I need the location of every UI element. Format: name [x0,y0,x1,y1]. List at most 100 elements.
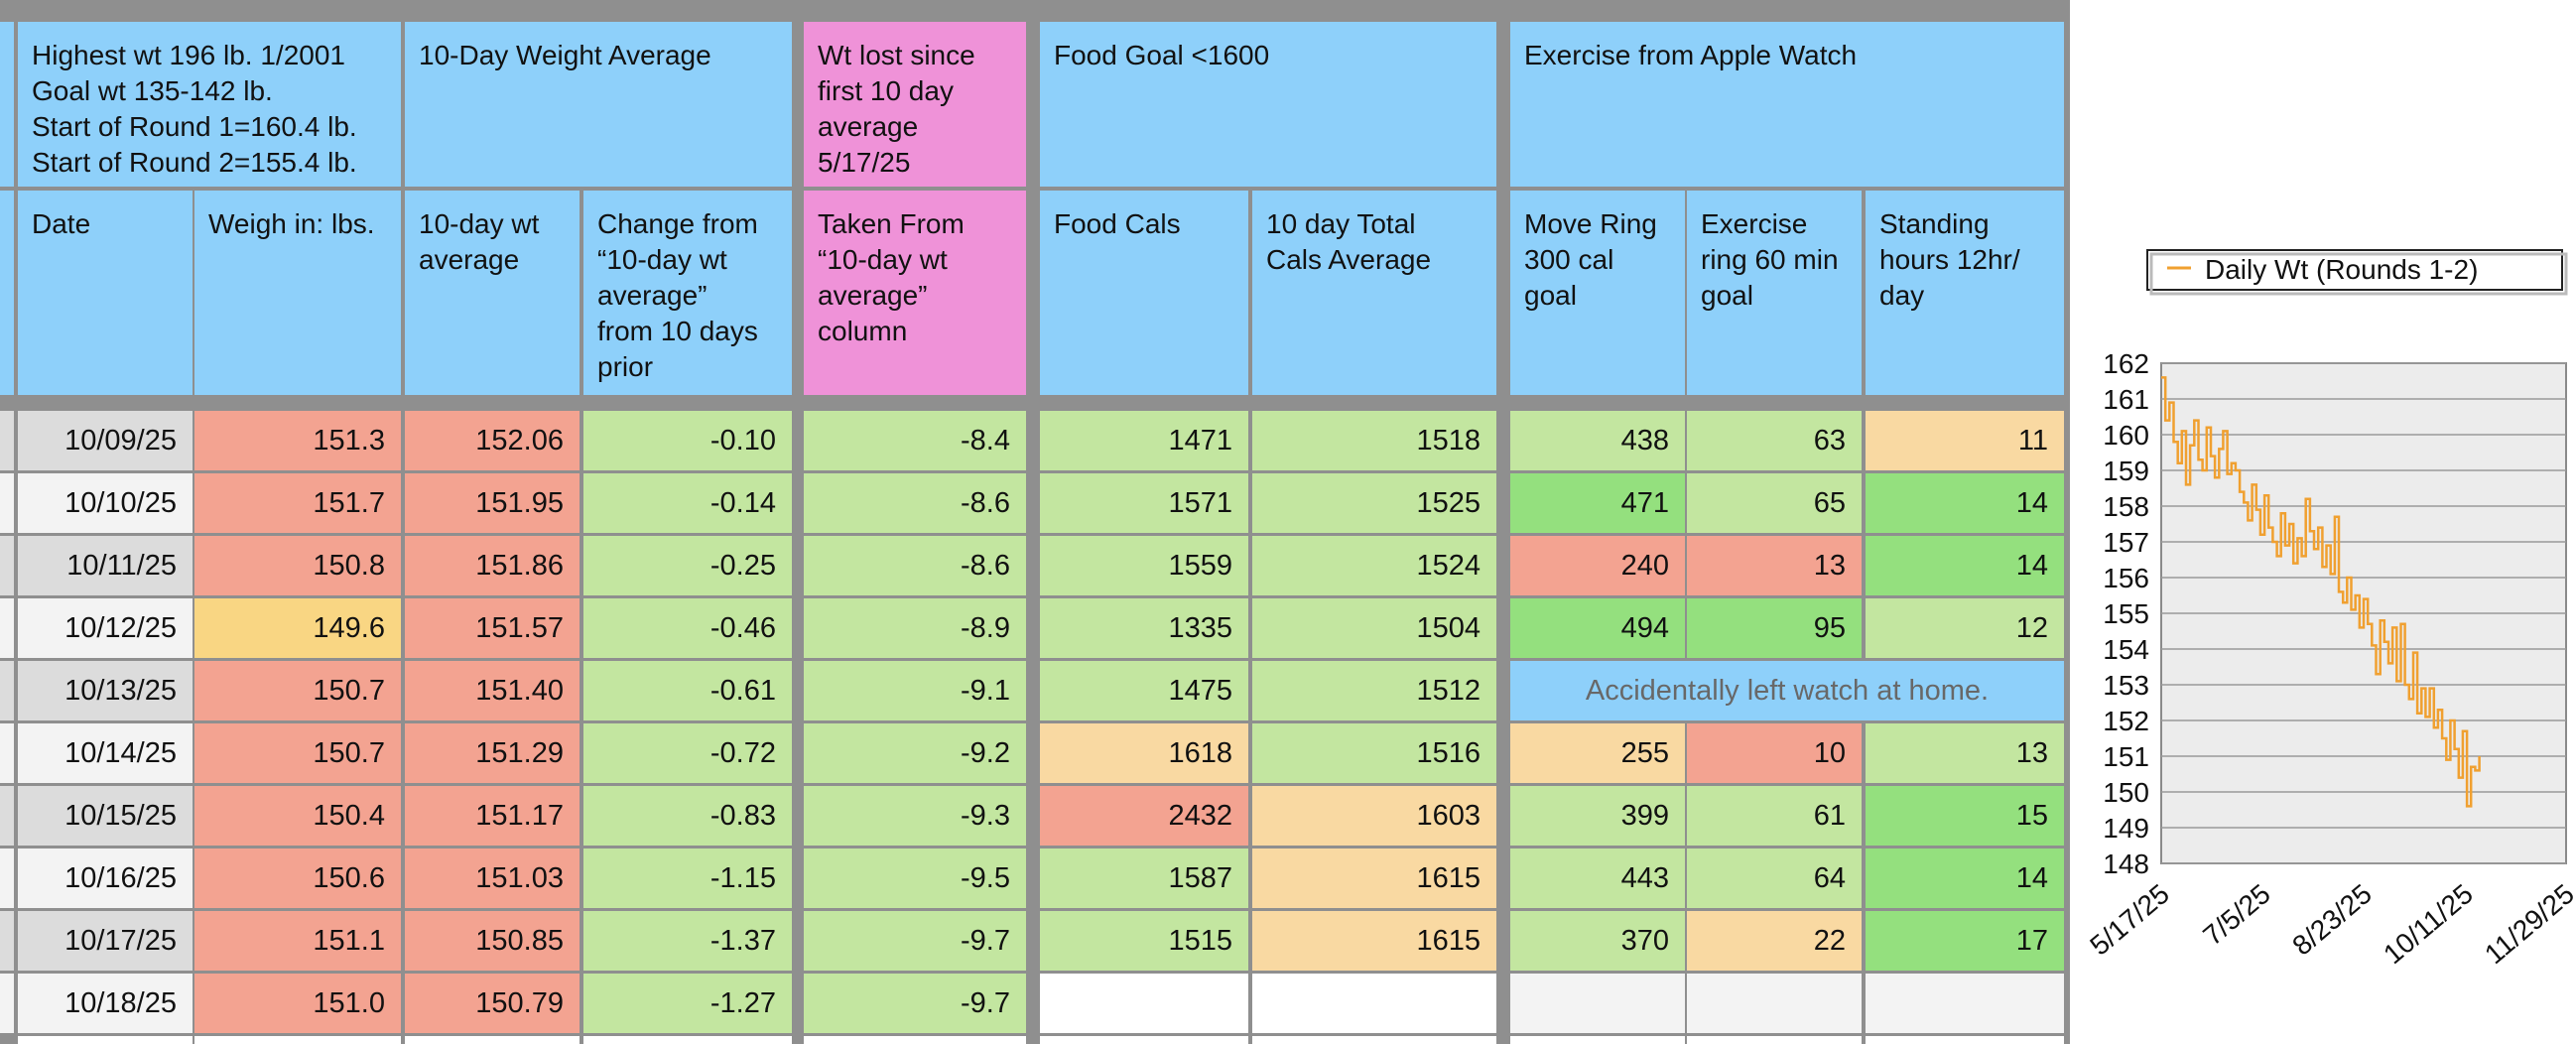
column-header-change[interactable]: Change from “10-day wt average” from 10 … [583,191,792,395]
cell-total[interactable]: 1525 [1252,473,1496,533]
cell-weigh[interactable]: 151.7 [194,473,401,533]
cell-weigh[interactable]: 150.8 [194,536,401,595]
cell-change[interactable]: -0.72 [583,723,792,783]
column-header-standing[interactable]: Standing hours 12hr/ day [1866,191,2064,395]
cell-change[interactable]: -0.14 [583,473,792,533]
cell-taken[interactable]: -8.6 [804,473,1026,533]
cell-exercise[interactable] [1687,974,1862,1033]
cell-date[interactable]: 10/11/25 [18,536,193,595]
cell-avg[interactable]: 151.29 [405,723,580,783]
column-header-taken-from[interactable]: Taken From “10-day wt average” column [804,191,1026,395]
cell-food[interactable]: 1571 [1040,473,1248,533]
cell-date[interactable]: 10/16/25 [18,848,193,908]
cell-total[interactable]: 1512 [1252,661,1496,720]
cell-date[interactable]: 10/14/25 [18,723,193,783]
cell-avg[interactable]: 151.03 [405,848,580,908]
cell-move[interactable]: 438 [1510,411,1685,470]
cell-move[interactable]: 471 [1510,473,1685,533]
cell-food[interactable]: 1515 [1040,911,1248,971]
cell-avg[interactable]: 151.40 [405,661,580,720]
note-cell[interactable]: Accidentally left watch at home. [1510,661,2064,720]
column-header-10day-total-cals[interactable]: 10 day Total Cals Average [1252,191,1496,395]
cell-taken[interactable]: -8.4 [804,411,1026,470]
cell-standing[interactable]: 15 [1866,786,2064,846]
cell-exercise[interactable]: 61 [1687,786,1862,846]
cell-move[interactable]: 370 [1510,911,1685,971]
cell-exercise[interactable]: 22 [1687,911,1862,971]
cell-standing[interactable]: 14 [1866,536,2064,595]
cell-change[interactable]: -0.10 [583,411,792,470]
cell-change[interactable]: -1.27 [583,974,792,1033]
cell-avg[interactable]: 150.85 [405,911,580,971]
column-header-10day-avg[interactable]: 10-day wt average [405,191,580,395]
cell-food[interactable]: 2432 [1040,786,1248,846]
cell-avg[interactable]: 150.79 [405,974,580,1033]
cell-change[interactable]: -0.83 [583,786,792,846]
cell-date[interactable]: 10/09/25 [18,411,193,470]
cell-exercise[interactable]: 65 [1687,473,1862,533]
cell-total[interactable] [1252,974,1496,1033]
cell-weigh[interactable]: 149.6 [194,598,401,658]
cell-taken[interactable]: -8.9 [804,598,1026,658]
cell-taken[interactable]: -9.5 [804,848,1026,908]
cell-standing[interactable] [1866,974,2064,1033]
cell-exercise[interactable]: 13 [1687,536,1862,595]
cell-avg[interactable]: 152.06 [405,411,580,470]
column-header-date[interactable]: Date [18,191,193,395]
column-header-weigh-in[interactable]: Weigh in: lbs. [194,191,401,395]
cell-standing[interactable]: 11 [1866,411,2064,470]
cell-total[interactable]: 1615 [1252,848,1496,908]
cell-taken[interactable]: -9.7 [804,911,1026,971]
cell-date[interactable]: 10/13/25 [18,661,193,720]
cell-date[interactable]: 10/17/25 [18,911,193,971]
cell-food[interactable]: 1471 [1040,411,1248,470]
cell-change[interactable]: -0.25 [583,536,792,595]
cell-weigh[interactable]: 151.1 [194,911,401,971]
cell-avg[interactable]: 151.17 [405,786,580,846]
cell-standing[interactable]: 14 [1866,848,2064,908]
cell-change[interactable]: -1.15 [583,848,792,908]
cell-taken[interactable]: -9.1 [804,661,1026,720]
cell-weigh[interactable]: 150.7 [194,723,401,783]
cell-move[interactable]: 255 [1510,723,1685,783]
cell-total[interactable]: 1603 [1252,786,1496,846]
column-header-exercise-ring[interactable]: Exercise ring 60 min goal [1687,191,1862,395]
cell-standing[interactable]: 13 [1866,723,2064,783]
cell-weigh[interactable]: 150.7 [194,661,401,720]
cell-exercise[interactable]: 64 [1687,848,1862,908]
cell-move[interactable]: 494 [1510,598,1685,658]
cell-change[interactable]: -0.46 [583,598,792,658]
cell-move[interactable] [1510,974,1685,1033]
column-header-food-cals[interactable]: Food Cals [1040,191,1248,395]
cell-date[interactable]: 10/18/25 [18,974,193,1033]
cell-standing[interactable]: 14 [1866,473,2064,533]
cell-total[interactable]: 1518 [1252,411,1496,470]
cell-taken[interactable]: -9.2 [804,723,1026,783]
cell-standing[interactable]: 17 [1866,911,2064,971]
cell-food[interactable] [1040,974,1248,1033]
column-header-move-ring[interactable]: Move Ring 300 cal goal [1510,191,1685,395]
cell-date[interactable]: 10/12/25 [18,598,193,658]
cell-avg[interactable]: 151.57 [405,598,580,658]
cell-taken[interactable]: -9.3 [804,786,1026,846]
cell-food[interactable]: 1587 [1040,848,1248,908]
cell-avg[interactable]: 151.95 [405,473,580,533]
cell-weigh[interactable]: 151.0 [194,974,401,1033]
cell-food[interactable]: 1335 [1040,598,1248,658]
cell-exercise[interactable]: 95 [1687,598,1862,658]
cell-change[interactable]: -0.61 [583,661,792,720]
cell-date[interactable]: 10/10/25 [18,473,193,533]
cell-weigh[interactable]: 150.6 [194,848,401,908]
cell-total[interactable]: 1516 [1252,723,1496,783]
cell-weigh[interactable]: 151.3 [194,411,401,470]
cell-move[interactable]: 443 [1510,848,1685,908]
cell-food[interactable]: 1475 [1040,661,1248,720]
cell-change[interactable]: -1.37 [583,911,792,971]
cell-taken[interactable]: -8.6 [804,536,1026,595]
cell-avg[interactable]: 151.86 [405,536,580,595]
cell-move[interactable]: 399 [1510,786,1685,846]
cell-taken[interactable]: -9.7 [804,974,1026,1033]
cell-move[interactable]: 240 [1510,536,1685,595]
cell-exercise[interactable]: 63 [1687,411,1862,470]
cell-total[interactable]: 1524 [1252,536,1496,595]
